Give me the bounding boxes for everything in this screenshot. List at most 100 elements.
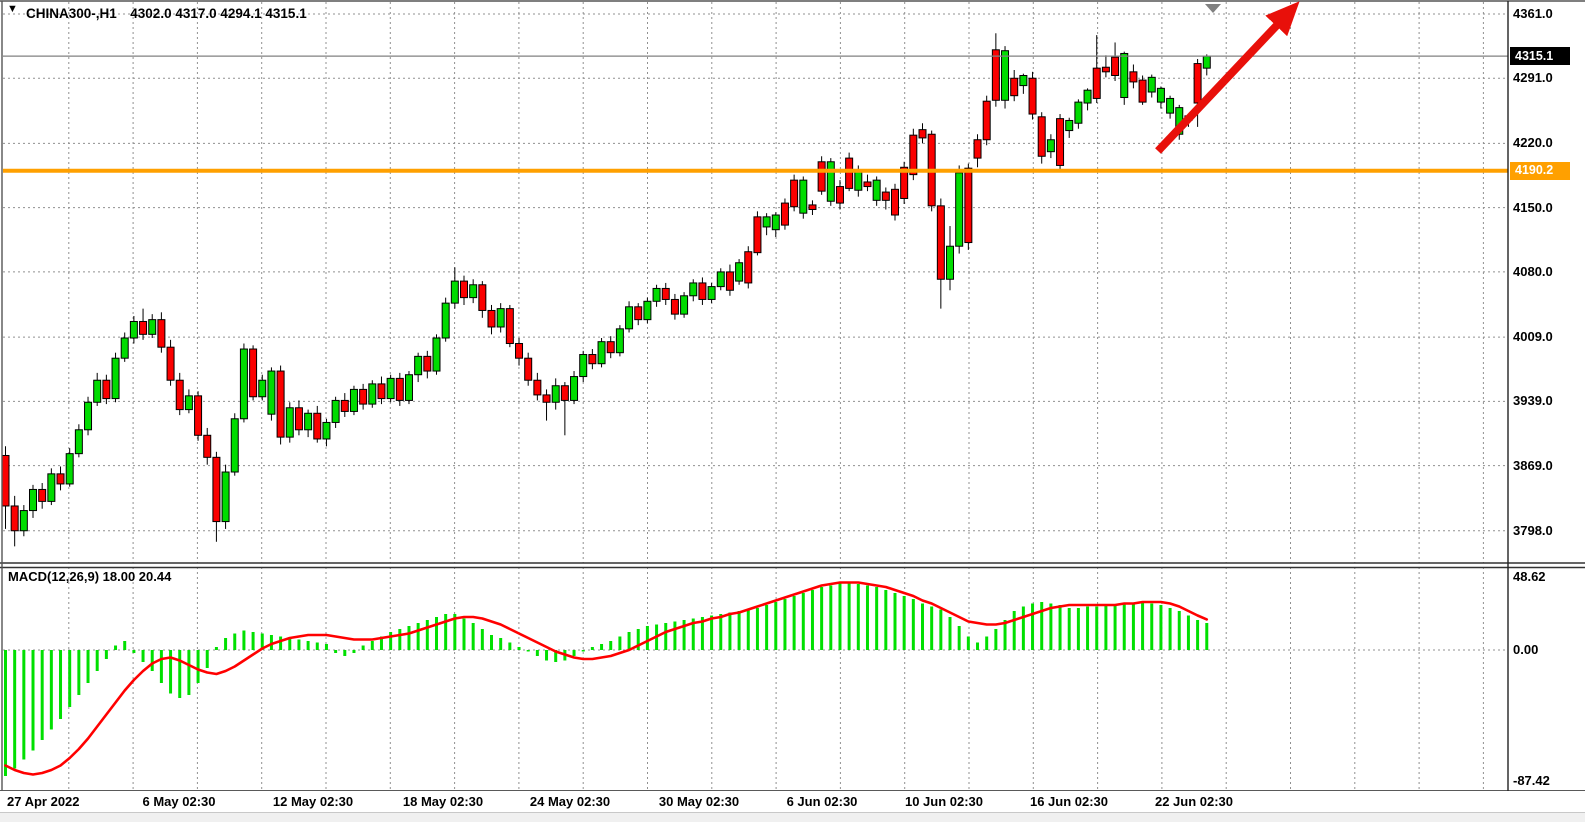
candle-bear[interactable] xyxy=(753,216,762,254)
candle-bear[interactable] xyxy=(1111,56,1120,76)
candle-bull[interactable] xyxy=(1046,139,1055,153)
candle-bear[interactable] xyxy=(139,320,148,335)
candle-bear[interactable] xyxy=(780,202,789,226)
candle-bear[interactable] xyxy=(964,167,973,244)
candle-bull[interactable] xyxy=(120,337,129,359)
candle-bull[interactable] xyxy=(615,328,624,354)
candle-bear[interactable] xyxy=(845,157,854,189)
candle-bull[interactable] xyxy=(331,399,340,423)
time-axis[interactable] xyxy=(0,791,1585,812)
candle-bear[interactable] xyxy=(340,399,349,412)
candle-bear[interactable] xyxy=(661,287,670,300)
candle-bear[interactable] xyxy=(166,346,175,381)
candle-bull[interactable] xyxy=(304,412,313,431)
candle-bull[interactable] xyxy=(65,453,74,485)
macd-signal-line[interactable] xyxy=(4,581,1209,776)
candle-bull[interactable] xyxy=(450,280,459,304)
candle-bull[interactable] xyxy=(716,271,725,288)
candle-bear[interactable] xyxy=(194,395,203,436)
candle-bear[interactable] xyxy=(533,379,542,396)
candle-bear[interactable] xyxy=(542,394,551,403)
candle-bull[interactable] xyxy=(872,179,881,201)
candle-bull[interactable] xyxy=(148,319,157,335)
candle-bear[interactable] xyxy=(936,205,945,280)
candle-bull[interactable] xyxy=(946,245,955,280)
candle-bull[interactable] xyxy=(74,429,83,455)
candle-bear[interactable] xyxy=(890,188,899,216)
candle-bear[interactable] xyxy=(1010,77,1019,97)
candle-bear[interactable] xyxy=(359,388,368,405)
candle-bull[interactable] xyxy=(221,471,230,523)
candle-bear[interactable] xyxy=(973,139,982,159)
candle-bear[interactable] xyxy=(808,204,817,211)
candle-bear[interactable] xyxy=(606,341,615,354)
candle-bear[interactable] xyxy=(460,280,468,299)
candle-bear[interactable] xyxy=(505,308,514,345)
candle-bull[interactable] xyxy=(826,161,835,202)
candle-bull[interactable] xyxy=(1019,74,1028,87)
candle-bear[interactable] xyxy=(313,412,322,440)
candle-bull[interactable] xyxy=(689,282,698,297)
candle-bull[interactable] xyxy=(570,376,579,401)
candle-bear[interactable] xyxy=(175,379,184,411)
candle-bull[interactable] xyxy=(551,385,560,403)
candle-bear[interactable] xyxy=(900,166,909,199)
candle-bear[interactable] xyxy=(10,505,19,532)
candle-bull[interactable] xyxy=(432,337,441,372)
candle-bull[interactable] xyxy=(441,302,450,339)
candle-bear[interactable] xyxy=(1101,66,1110,73)
candle-bull[interactable] xyxy=(597,341,606,365)
candle-bear[interactable] xyxy=(38,488,47,502)
candle-bear[interactable] xyxy=(863,181,872,188)
candle-bull[interactable] xyxy=(1065,119,1074,132)
candle-bear[interactable] xyxy=(212,456,221,523)
candle-bear[interactable] xyxy=(294,407,303,431)
candle-bear[interactable] xyxy=(1092,67,1101,99)
trend-arrow[interactable] xyxy=(1155,1,1300,154)
candle-bull[interactable] xyxy=(469,284,478,299)
candle-bull[interactable] xyxy=(579,354,588,378)
candle-bull[interactable] xyxy=(1074,101,1083,124)
candle-bear[interactable] xyxy=(991,49,1000,101)
candle-bull[interactable] xyxy=(771,214,780,231)
candle-bear[interactable] xyxy=(487,309,496,328)
candle-bear[interactable] xyxy=(249,348,258,398)
candle-bull[interactable] xyxy=(47,473,56,502)
candle-bear[interactable] xyxy=(1056,118,1065,166)
candle-bear[interactable] xyxy=(423,355,432,372)
candle-bear[interactable] xyxy=(560,385,569,401)
candle-bear[interactable] xyxy=(835,186,844,204)
candle-bear[interactable] xyxy=(744,251,753,284)
candle-bull[interactable] xyxy=(29,488,38,512)
candle-bear[interactable] xyxy=(588,354,597,365)
candle-bull[interactable] xyxy=(414,355,423,376)
candle-bear[interactable] xyxy=(1129,71,1138,83)
candle-bear[interactable] xyxy=(918,129,927,139)
candle-bear[interactable] xyxy=(377,383,386,400)
candle-bear[interactable] xyxy=(1028,77,1037,115)
candle-bear[interactable] xyxy=(524,357,533,381)
candle-bull[interactable] xyxy=(129,320,138,339)
candle-bull[interactable] xyxy=(84,401,93,431)
candle-bull[interactable] xyxy=(1202,55,1211,69)
candle-bull[interactable] xyxy=(955,172,964,247)
candle-bear[interactable] xyxy=(102,379,111,400)
candle-bull[interactable] xyxy=(680,295,689,315)
candle-bull[interactable] xyxy=(230,418,239,473)
candle-bull[interactable] xyxy=(322,421,331,440)
candle-bull[interactable] xyxy=(1156,87,1165,103)
candle-bull[interactable] xyxy=(267,370,276,415)
candle-bear[interactable] xyxy=(982,100,991,141)
candle-bull[interactable] xyxy=(349,388,358,412)
candle-bull[interactable] xyxy=(93,379,102,403)
candle-bull[interactable] xyxy=(285,407,294,438)
candle-bear[interactable] xyxy=(698,282,707,300)
candle-bear[interactable] xyxy=(478,284,487,311)
candle-bull[interactable] xyxy=(258,379,267,398)
candle-bull[interactable] xyxy=(1147,76,1156,93)
candle-bull[interactable] xyxy=(1166,97,1175,114)
candle-bull[interactable] xyxy=(854,169,863,191)
candle-bull[interactable] xyxy=(643,300,652,321)
candle-bear[interactable] xyxy=(203,434,212,458)
